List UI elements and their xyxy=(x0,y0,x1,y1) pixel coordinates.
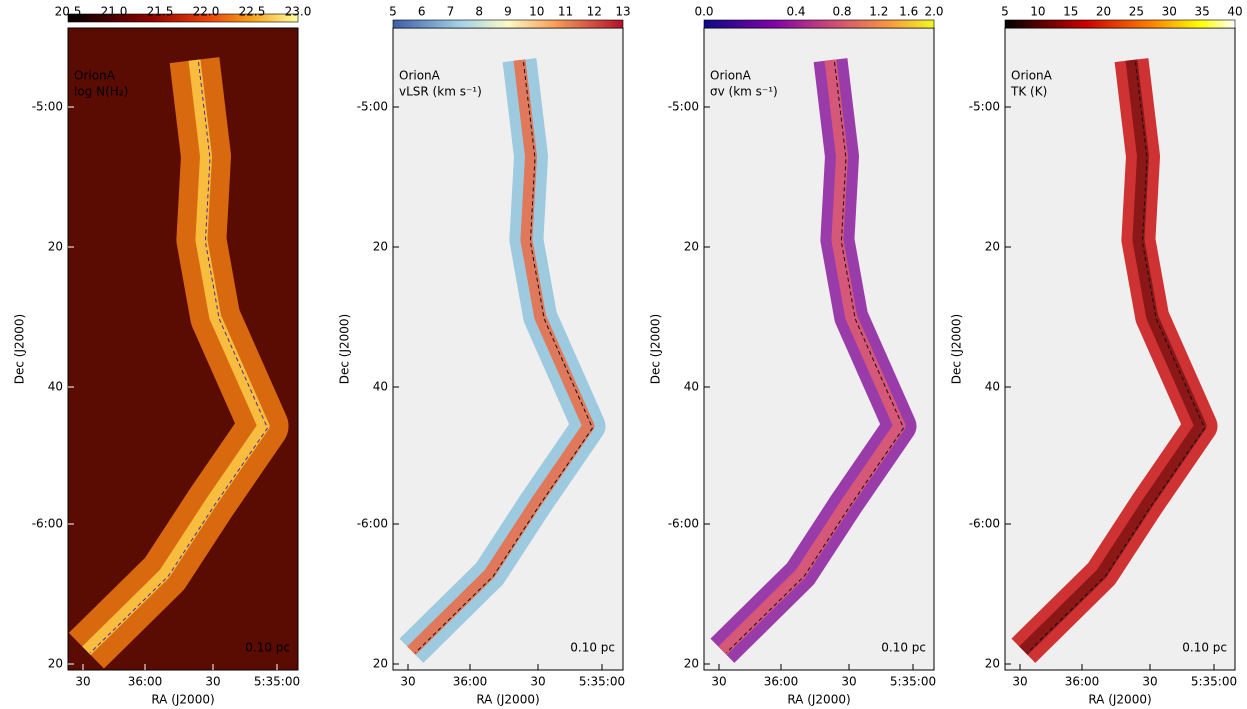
dec-tick-label: 20 xyxy=(48,240,63,254)
dec-tick-label: -5:00 xyxy=(668,100,699,114)
dec-tick-label: -6:00 xyxy=(668,517,699,531)
dec-tick-label: -5:00 xyxy=(357,100,388,114)
dec-tick-label: 20 xyxy=(684,240,699,254)
ra-tick-label: 30 xyxy=(205,675,220,689)
ra-tick-label: 36:00 xyxy=(453,675,488,689)
x-axis-label: RA (J2000) xyxy=(151,693,214,707)
dec-tick-label: 20 xyxy=(684,657,699,671)
dec-tick-label: 20 xyxy=(373,657,388,671)
dec-tick-label: 40 xyxy=(373,380,388,394)
colorbar-tick-label: 2.0 xyxy=(924,5,943,19)
colorbar-tick-label: 0.4 xyxy=(786,5,805,19)
colorbar xyxy=(67,13,299,23)
ra-tick-label: 30 xyxy=(841,675,856,689)
ra-tick-label: 30 xyxy=(400,675,415,689)
ra-tick-label: 30 xyxy=(1012,675,1027,689)
colorbar-tick-label: 30 xyxy=(1162,5,1177,19)
filament-core xyxy=(718,59,906,656)
contours xyxy=(90,62,269,654)
colorbar-tick-label: 5 xyxy=(389,5,397,19)
ra-tick-label: 36:00 xyxy=(764,675,799,689)
dec-tick-label: -6:00 xyxy=(357,517,388,531)
quantity-label: TK (K) xyxy=(1010,85,1047,99)
colorbar xyxy=(1004,19,1236,29)
colorbar xyxy=(392,19,624,29)
x-axis-label: RA (J2000) xyxy=(1088,693,1151,707)
colorbar-tick-label: 10 xyxy=(529,5,544,19)
ra-tick-label: 30 xyxy=(530,675,545,689)
ra-tick-label: 30 xyxy=(711,675,726,689)
colorbar-tick-label: 0.0 xyxy=(694,5,713,19)
dec-tick-label: 40 xyxy=(48,380,63,394)
colorbar-tick-label: 0.8 xyxy=(832,5,851,19)
ra-tick-label: 30 xyxy=(75,675,90,689)
colorbar-tick-label: 13 xyxy=(615,5,630,19)
colorbar-tick-label: 20.5 xyxy=(55,5,82,19)
colorbar-tick-label: 9 xyxy=(504,5,512,19)
source-name: OrionA xyxy=(1011,69,1053,83)
contours xyxy=(1027,62,1206,654)
colorbar-tick-label: 15 xyxy=(1063,5,1078,19)
ra-tick-label: 5:35:00 xyxy=(1191,675,1237,689)
colorbar-tick-label: 1.6 xyxy=(899,5,918,19)
quantity-label: vLSR (km s⁻¹) xyxy=(399,85,482,99)
colorbar-tick-label: 12 xyxy=(587,5,602,19)
colorbar-tick-label: 5 xyxy=(1001,5,1009,19)
source-name: OrionA xyxy=(399,69,441,83)
colorbar-tick-label: 35 xyxy=(1195,5,1210,19)
y-axis-label: Dec (J2000) xyxy=(338,314,352,384)
colorbar-tick-label: 1.2 xyxy=(869,5,888,19)
y-axis-label: Dec (J2000) xyxy=(13,314,27,384)
ra-tick-label: 36:00 xyxy=(1065,675,1100,689)
source-name: OrionA xyxy=(710,69,752,83)
map-frame xyxy=(67,27,299,671)
x-axis-label: RA (J2000) xyxy=(476,693,539,707)
colorbar-tick-label: 23.0 xyxy=(285,5,312,19)
filament-core xyxy=(407,59,595,656)
dec-tick-label: 20 xyxy=(48,657,63,671)
colorbar-tick-label: 10 xyxy=(1030,5,1045,19)
ra-tick-label: 5:35:00 xyxy=(579,675,625,689)
dec-tick-label: 20 xyxy=(373,240,388,254)
dec-tick-label: 40 xyxy=(985,380,1000,394)
colorbar-tick-label: 20 xyxy=(1096,5,1111,19)
dec-tick-label: -6:00 xyxy=(32,517,63,531)
colorbar-tick-label: 7 xyxy=(447,5,455,19)
colorbar-tick-label: 21.0 xyxy=(101,5,128,19)
filament-core xyxy=(82,59,270,656)
contours xyxy=(726,62,905,654)
scale-bar: 0.10 pc xyxy=(1182,641,1227,655)
colorbar-tick-label: 22.0 xyxy=(193,5,220,19)
contours xyxy=(415,62,594,654)
colorbar xyxy=(703,19,935,29)
dec-tick-label: -5:00 xyxy=(32,100,63,114)
dec-tick-label: -5:00 xyxy=(969,100,1000,114)
dec-tick-label: -6:00 xyxy=(969,517,1000,531)
colorbar-tick-label: 8 xyxy=(475,5,483,19)
dec-tick-label: 40 xyxy=(684,380,699,394)
filament-core xyxy=(1019,59,1207,656)
colorbar-tick-label: 25 xyxy=(1129,5,1144,19)
colorbar-tick-label: 6 xyxy=(418,5,426,19)
scale-bar: 0.10 pc xyxy=(881,641,926,655)
colorbar-tick-label: 21.5 xyxy=(147,5,174,19)
dec-tick-label: 20 xyxy=(985,657,1000,671)
y-axis-label: Dec (J2000) xyxy=(649,314,663,384)
quantity-label: log N(H₂) xyxy=(74,85,128,99)
ra-tick-label: 30 xyxy=(1142,675,1157,689)
colorbar-tick-label: 40 xyxy=(1227,5,1242,19)
x-axis-label: RA (J2000) xyxy=(787,693,850,707)
colorbar-tick-label: 11 xyxy=(558,5,573,19)
scale-bar: 0.10 pc xyxy=(570,641,615,655)
ra-tick-label: 5:35:00 xyxy=(254,675,300,689)
ra-tick-label: 36:00 xyxy=(128,675,163,689)
quantity-label: σv (km s⁻¹) xyxy=(710,85,778,99)
ra-tick-label: 5:35:00 xyxy=(890,675,936,689)
colorbar-tick-label: 22.5 xyxy=(239,5,266,19)
dec-tick-label: 20 xyxy=(985,240,1000,254)
y-axis-label: Dec (J2000) xyxy=(950,314,964,384)
source-name: OrionA xyxy=(74,69,116,83)
scale-bar: 0.10 pc xyxy=(245,641,290,655)
